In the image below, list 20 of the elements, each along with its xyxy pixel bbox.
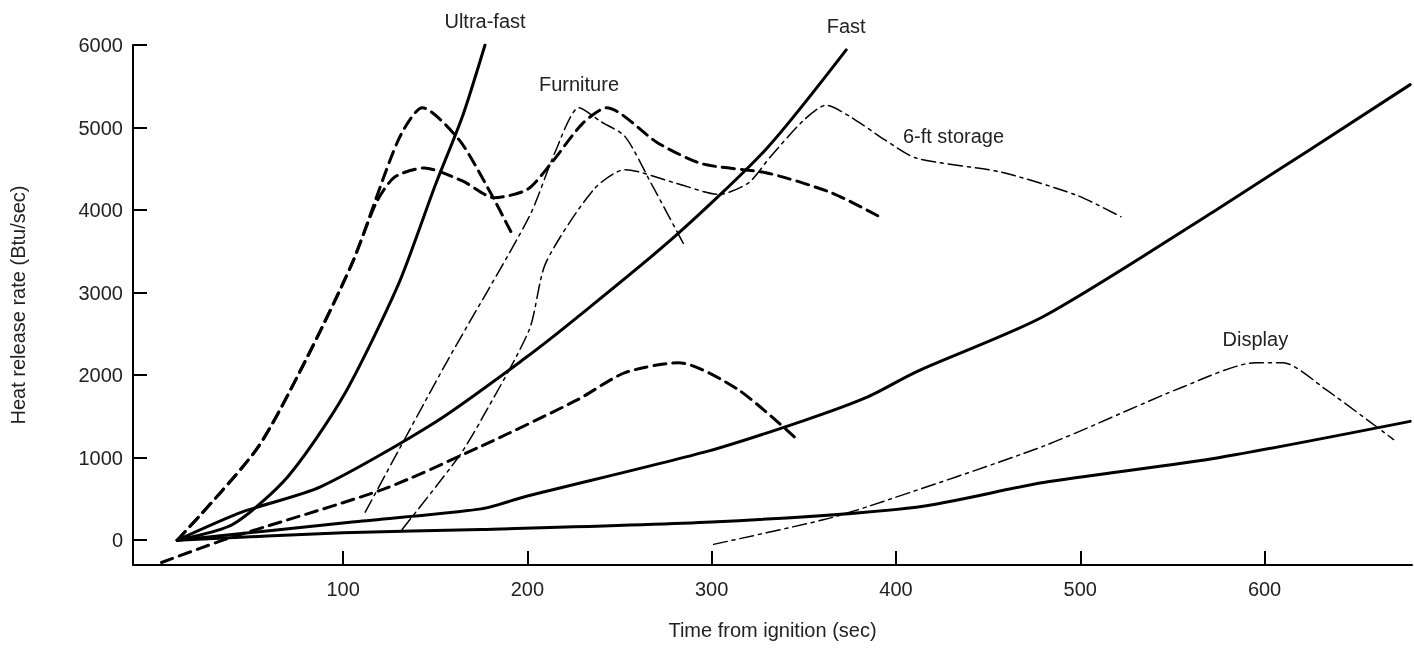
series-label: Fast xyxy=(826,14,867,37)
series-label: 6-ft storage xyxy=(902,124,1005,147)
y-tick-label: 1000 xyxy=(78,446,123,469)
series-label: Display xyxy=(1222,327,1289,350)
x-tick-label: 200 xyxy=(510,578,545,600)
y-tick-label: 0 xyxy=(111,529,123,552)
y-tick-label: 5000 xyxy=(78,116,123,139)
x-tick-label: 600 xyxy=(1247,578,1282,600)
x-tick-label: 100 xyxy=(326,578,360,600)
y-tick-label: 4000 xyxy=(78,199,123,222)
series-label: Furniture xyxy=(538,72,620,95)
y-tick-label: 3000 xyxy=(78,281,123,304)
x-axis-title: Time from ignition (sec) xyxy=(668,619,877,641)
y-tick-label: 6000 xyxy=(78,34,123,56)
series-label: Ultra-fast xyxy=(444,10,527,32)
y-axis-title: Heat release rate (Btu/sec) xyxy=(7,185,29,425)
y-tick-label: 2000 xyxy=(78,364,123,387)
x-tick-label: 500 xyxy=(1063,578,1097,600)
x-tick-label: 400 xyxy=(879,578,913,600)
x-tick-label: 300 xyxy=(695,578,729,600)
